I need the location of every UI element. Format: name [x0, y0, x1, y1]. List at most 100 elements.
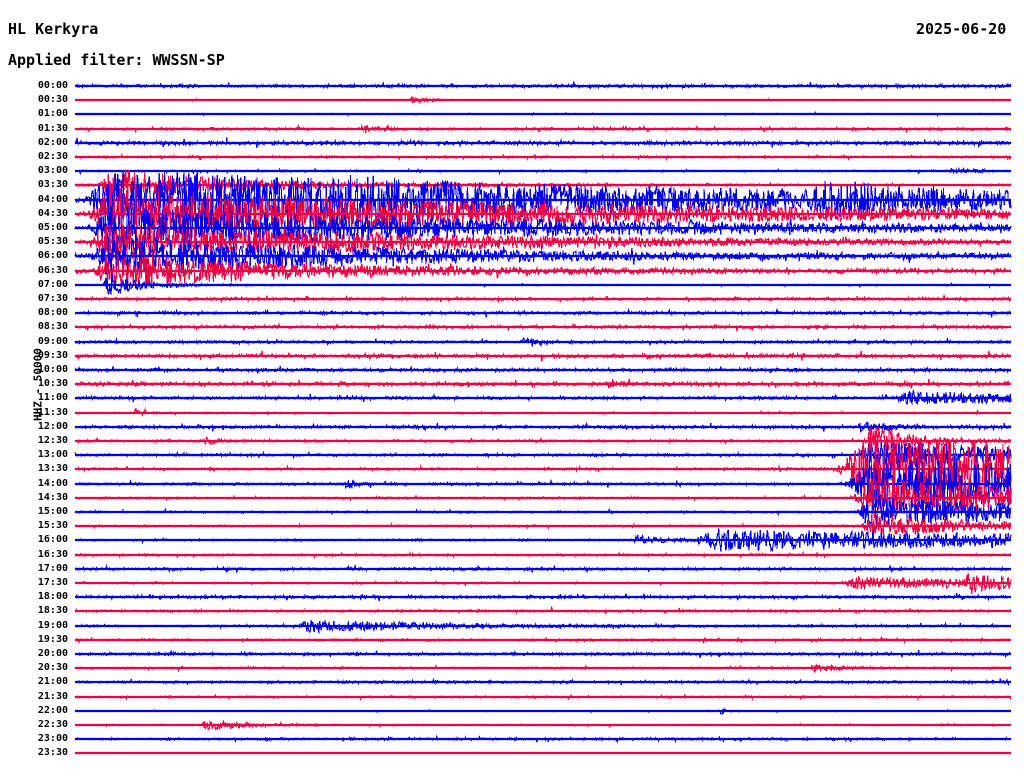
- trace-row: 01:30: [0, 123, 1024, 137]
- seismic-trace: [74, 291, 1012, 335]
- trace-row: 16:30: [0, 549, 1024, 563]
- trace-time-label: 03:00: [37, 165, 68, 177]
- trace-time-label: 20:00: [37, 648, 68, 659]
- trace-time-label: 07:30: [37, 293, 68, 304]
- trace-row: 09:00: [0, 336, 1024, 350]
- trace-time-label: 02:00: [37, 136, 68, 148]
- trace-row: 14:30: [0, 477, 1024, 519]
- trace-row: 23:30: [0, 747, 1024, 761]
- trace-row: 07:30: [0, 293, 1024, 307]
- trace-row: 17:00: [0, 563, 1024, 577]
- trace-time-label: 10:00: [37, 364, 68, 375]
- trace-time-label: 12:00: [37, 420, 68, 432]
- seismic-trace: [74, 589, 1012, 633]
- seismic-trace: [74, 533, 1012, 577]
- seismic-trace: [74, 121, 1012, 165]
- trace-time-label: 16:30: [37, 548, 68, 560]
- applied-filter-label: Applied filter: WWSSN-SP: [8, 51, 225, 69]
- trace-time-label: 23:30: [37, 747, 68, 759]
- trace-row: 19:30: [0, 634, 1024, 648]
- trace-time-label: 19:00: [37, 619, 68, 631]
- trace-row: 20:00: [0, 648, 1024, 662]
- trace-time-label: 04:00: [37, 193, 68, 205]
- seismic-trace: [74, 78, 1011, 122]
- station-title: HL Kerkyra: [8, 20, 99, 38]
- seismic-trace: [74, 646, 1012, 690]
- trace-time-label: 00:00: [37, 80, 68, 91]
- seismic-trace: [74, 405, 1012, 449]
- trace-time-label: 14:00: [37, 477, 68, 489]
- seismic-trace: [74, 263, 1012, 307]
- trace-time-label: 04:30: [37, 207, 68, 219]
- trace-row: 20:30: [0, 662, 1024, 676]
- seismic-trace: [74, 320, 1012, 364]
- trace-time-label: 21:00: [37, 676, 68, 688]
- trace-time-label: 13:00: [37, 449, 68, 461]
- trace-time-label: 11:00: [37, 392, 68, 404]
- trace-time-label: 08:00: [37, 307, 68, 319]
- trace-time-label: 01:30: [37, 122, 68, 134]
- trace-row: 08:00: [0, 307, 1024, 321]
- trace-time-label: 19:30: [37, 633, 68, 645]
- trace-row: 02:00: [0, 137, 1024, 151]
- seismic-trace: [74, 703, 1012, 747]
- trace-row: 19:00: [0, 618, 1024, 634]
- trace-row: 06:30: [0, 253, 1024, 286]
- seismic-trace: [74, 277, 1011, 321]
- trace-time-label: 09:00: [37, 335, 68, 347]
- seismic-trace: [74, 334, 1011, 378]
- trace-row: 11:00: [0, 389, 1024, 407]
- trace-time-label: 15:30: [37, 520, 68, 532]
- seismic-trace: [74, 660, 1012, 704]
- seismic-trace: [74, 64, 1012, 108]
- seismic-trace: [74, 189, 1012, 239]
- seismic-trace: [74, 457, 1012, 510]
- trace-row: 14:00: [0, 457, 1024, 510]
- seismic-trace: [74, 249, 1012, 293]
- seismic-trace: [74, 135, 1012, 179]
- trace-time-label: 01:00: [37, 108, 68, 120]
- seismic-trace: [75, 618, 1011, 662]
- trace-time-label: 00:30: [37, 94, 68, 106]
- trace-row: 16:00: [0, 529, 1024, 553]
- trace-row: 17:30: [0, 573, 1024, 594]
- trace-time-label: 22:30: [37, 719, 68, 730]
- trace-time-label: 17:30: [37, 577, 68, 588]
- seismic-trace: [75, 561, 1012, 605]
- trace-time-label: 20:30: [37, 662, 68, 674]
- seismic-trace: [74, 547, 1012, 591]
- trace-row: 12:00: [0, 421, 1024, 435]
- trace-time-label: 12:30: [37, 435, 68, 446]
- trace-row: 05:30: [0, 223, 1024, 262]
- trace-row: 18:00: [0, 591, 1024, 605]
- trace-stack: 00:00 00:30 01:00 01:30 02:00 02:30 03:00 03:30…: [0, 80, 1024, 775]
- trace-time-label: 22:00: [37, 704, 68, 716]
- trace-row: 22:00: [0, 705, 1024, 719]
- seismic-trace: [74, 518, 1012, 562]
- seismic-trace: [74, 717, 1012, 761]
- seismic-trace: [75, 731, 1012, 775]
- trace-time-label: 11:30: [37, 406, 68, 418]
- seismic-trace: [74, 575, 1012, 619]
- seismic-trace: [74, 504, 1012, 548]
- trace-row: 11:30: [0, 407, 1024, 421]
- seismic-trace: [74, 348, 1012, 392]
- trace-row: 08:30: [0, 321, 1024, 335]
- seismic-trace: [74, 234, 1012, 278]
- trace-time-label: 05:00: [37, 222, 68, 233]
- seismic-trace: [74, 675, 1012, 719]
- trace-row: 01:00: [0, 108, 1024, 122]
- seismic-trace: [74, 419, 1012, 463]
- trace-row: 21:30: [0, 691, 1024, 705]
- seismic-trace: [74, 490, 1012, 534]
- trace-row: 15:00: [0, 494, 1024, 526]
- trace-row: 10:30: [0, 378, 1024, 392]
- trace-row: 21:00: [0, 676, 1024, 690]
- trace-row: 18:30: [0, 605, 1024, 619]
- seismic-trace: [75, 92, 1012, 136]
- trace-time-label: 23:00: [37, 733, 68, 745]
- trace-time-label: 17:00: [37, 562, 68, 574]
- seismic-trace: [74, 305, 1012, 349]
- trace-time-label: 02:30: [37, 151, 68, 162]
- trace-row: 03:00: [0, 165, 1024, 179]
